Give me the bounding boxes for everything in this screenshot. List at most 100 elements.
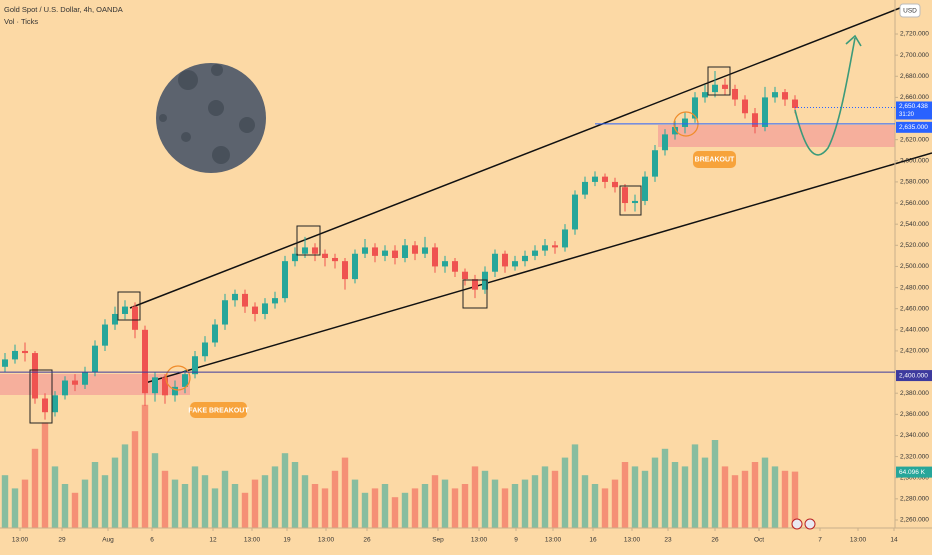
chart-title: Gold Spot / U.S. Dollar, 4h, OANDA [4, 5, 123, 14]
channel-upper [129, 7, 901, 309]
candle-body [752, 113, 758, 127]
volume-bar [241, 492, 249, 528]
x-tick-label: Oct [754, 537, 764, 544]
x-tick-label: 16 [589, 537, 597, 544]
y-tick-label: 2,360.000 [900, 411, 929, 418]
candle-body [92, 345, 98, 373]
pivot-box [619, 185, 642, 216]
x-tick-label: 13:00 [471, 537, 488, 544]
volume-bar [281, 453, 289, 528]
candle-body [382, 250, 388, 256]
countdown: 31:20 [899, 112, 915, 118]
volume-bar [381, 484, 389, 528]
volume-bar [411, 488, 419, 528]
candle-body [172, 386, 178, 396]
volume-label-box [896, 466, 932, 478]
candle-body [372, 247, 378, 256]
candle-body [612, 181, 618, 188]
candle-body [492, 253, 498, 272]
volume-bar [551, 470, 559, 528]
volume-bar [361, 492, 369, 528]
volume-bar [611, 479, 619, 528]
y-tick-label: 2,440.000 [900, 327, 929, 334]
volume-bar [51, 466, 59, 528]
candle-body [582, 181, 588, 195]
annotation: FAKE BREAKOUT [188, 407, 249, 414]
moon-crater [208, 100, 224, 116]
y-tick-label: 2,540.000 [900, 221, 929, 228]
pivot-box [296, 225, 321, 256]
volume-bar [421, 484, 429, 528]
volume-bar [221, 470, 229, 528]
candle-body [692, 97, 698, 119]
y-tick-label: 2,660.000 [900, 94, 929, 101]
candle-body [162, 377, 168, 396]
last-price-box [896, 101, 932, 120]
candle-body [72, 380, 78, 385]
volume-bar [681, 466, 689, 528]
candle-body [202, 342, 208, 357]
candle-body [212, 324, 218, 343]
candle-body [512, 261, 518, 267]
candle-body [332, 257, 338, 262]
volume-bar [71, 492, 79, 528]
price-level-label: 2,400.000 [899, 372, 928, 379]
candle-body [82, 372, 88, 385]
volume-bar [61, 484, 69, 528]
candle-body [62, 380, 68, 396]
moon [156, 63, 266, 173]
candle-body [362, 247, 368, 254]
candle-body [682, 118, 688, 127]
candle-body [772, 92, 778, 98]
candle-body [742, 99, 748, 114]
candle-body [422, 247, 428, 254]
candle-body [472, 279, 478, 290]
candle-body [642, 176, 648, 201]
candle-body [572, 194, 578, 230]
candle-body [192, 356, 198, 375]
volume-bar [81, 479, 89, 528]
candle-body [632, 200, 638, 204]
candle-body [272, 298, 278, 304]
volume-bar [401, 492, 409, 528]
candle-body [302, 247, 308, 254]
candle-body [262, 303, 268, 314]
projection-arrow [794, 37, 856, 156]
pivot-box [462, 279, 488, 309]
candle-body [312, 247, 318, 254]
y-tick-label: 2,340.000 [900, 432, 929, 439]
x-tick-label: 6 [150, 537, 154, 544]
moon-crater [211, 64, 223, 76]
candle-body [762, 97, 768, 127]
volume-bar [761, 457, 769, 528]
volume-bar [331, 470, 339, 528]
indicator-label: Vol · Ticks [4, 17, 38, 26]
volume-bar [721, 466, 729, 528]
overlays [29, 34, 862, 424]
volume-bar [471, 466, 479, 528]
volume-bar [741, 470, 749, 528]
candle-body [222, 300, 228, 325]
volume-bar [31, 448, 39, 528]
x-tick-label: Aug [102, 537, 114, 544]
y-tick-label: 2,260.000 [900, 517, 929, 524]
volume-bar [301, 475, 309, 528]
price-level-label: 2,635.000 [899, 124, 928, 131]
candle-body [52, 395, 58, 413]
volume-bar [21, 479, 29, 528]
y-tick-label: 2,320.000 [900, 453, 929, 460]
candle-body [122, 306, 128, 314]
marks [1, 70, 799, 528]
breakout-circle [165, 365, 191, 391]
candle-body [112, 313, 118, 325]
volume-bar [371, 488, 379, 528]
volume-bar [91, 462, 99, 528]
y-tick-label: 2,600.000 [900, 158, 929, 165]
volume-bar [621, 462, 629, 528]
volume-bar [101, 475, 109, 528]
volume-bar [501, 488, 509, 528]
volume-bar [791, 471, 799, 528]
y-tick-label: 2,480.000 [900, 284, 929, 291]
y-tick-label: 2,560.000 [900, 200, 929, 207]
pivot-box [29, 369, 53, 424]
